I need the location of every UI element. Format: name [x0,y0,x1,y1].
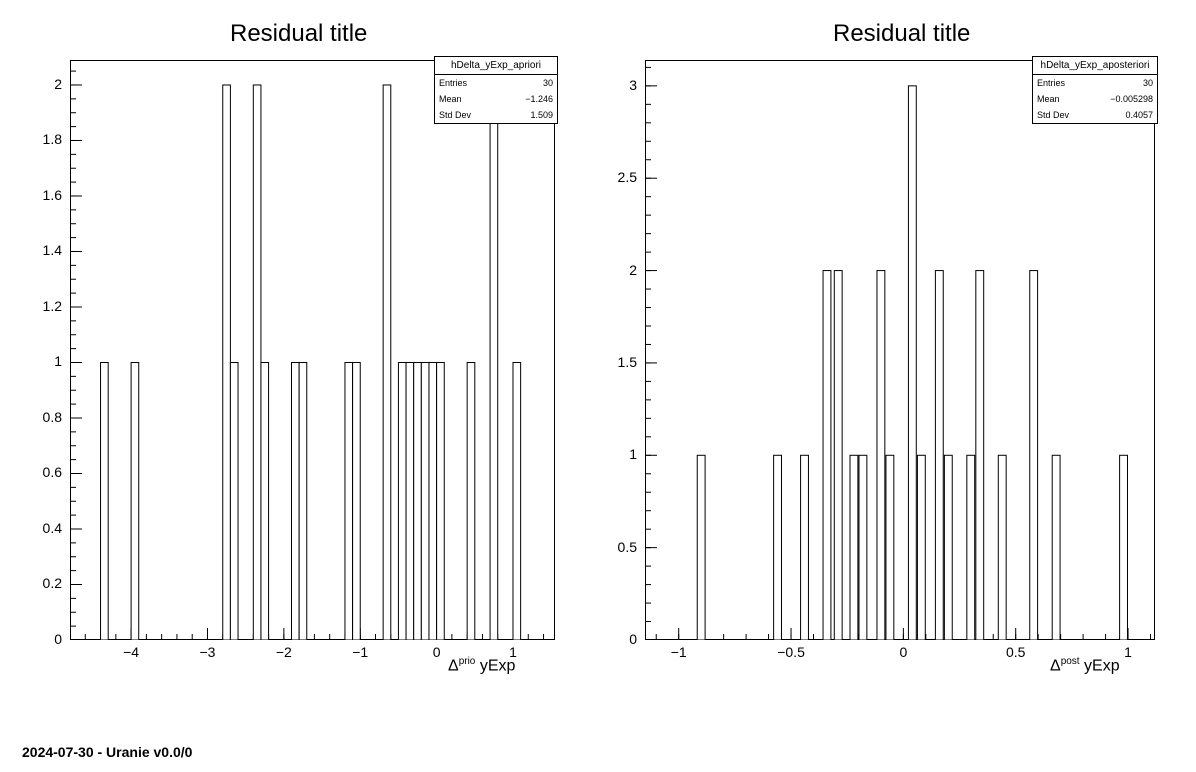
xtick-label: 1 [509,644,517,660]
right-xlabel-sup: post [1061,656,1080,667]
stat-label: Mean [1037,94,1060,104]
right-title: Residual title [833,20,970,48]
stat-row: Entries 30 [435,75,557,91]
ytick-label: 0 [629,631,637,647]
ytick-label: 0.4 [43,520,62,536]
ytick-label: 1.8 [43,131,62,147]
stat-value: 30 [543,78,553,88]
ytick-label: 0.2 [43,575,62,591]
stat-value: −0.005298 [1110,94,1153,104]
ytick-label: 0.8 [43,409,62,425]
ytick-label: 1.4 [43,242,62,258]
stat-value: −1.246 [525,94,553,104]
right-statbox: hDelta_yExp_aposteriori Entries 30 Mean … [1032,56,1158,124]
stat-label: Entries [1037,78,1065,88]
left-histogram [70,60,555,640]
ytick-label: 3 [629,77,637,93]
xtick-label: −2 [276,644,292,660]
stat-value: 0.4057 [1125,110,1153,120]
ytick-label: 1.5 [618,354,637,370]
ytick-label: 1 [629,446,637,462]
xtick-label: 1 [1124,644,1132,660]
stat-value: 30 [1143,78,1153,88]
xtick-label: 0 [899,644,907,660]
ytick-label: 0.6 [43,464,62,480]
right-histogram [645,60,1155,640]
stat-row: Mean −1.246 [435,91,557,107]
ytick-label: 1.2 [43,298,62,314]
stat-title: hDelta_yExp_apriori [435,57,557,75]
xtick-label: −0.5 [777,644,805,660]
stat-label: Mean [439,94,462,104]
footer-text: 2024-07-30 - Uranie v0.0/0 [22,744,192,760]
ytick-label: 0.5 [618,539,637,555]
stat-row: Std Dev 0.4057 [1033,107,1157,123]
left-xlabel: Δprio yExp [448,656,515,675]
xtick-label: 0.5 [1006,644,1025,660]
stat-row: Entries 30 [1033,75,1157,91]
xtick-label: −1 [352,644,368,660]
left-xlabel-sup: prio [459,656,476,667]
ytick-label: 0 [54,631,62,647]
left-title: Residual title [230,20,367,48]
canvas: Residual title Δprio yExp 0 0.2 0.4 0.6 0.8 1… [0,0,1196,772]
ytick-label: 2 [54,76,62,92]
xtick-label: −4 [123,644,139,660]
ytick-label: 1.6 [43,187,62,203]
xtick-label: −3 [199,644,215,660]
xtick-label: −1 [671,644,687,660]
stat-value: 1.509 [530,110,553,120]
ytick-label: 2 [629,262,637,278]
ytick-label: 2.5 [618,169,637,185]
left-statbox: hDelta_yExp_apriori Entries 30 Mean −1.2… [434,56,558,124]
stat-label: Entries [439,78,467,88]
stat-label: Std Dev [1037,110,1069,120]
right-xlabel: Δpost yExp [1050,656,1120,675]
xtick-label: 0 [433,644,441,660]
stat-title: hDelta_yExp_aposteriori [1033,57,1157,75]
stat-row: Std Dev 1.509 [435,107,557,123]
stat-row: Mean −0.005298 [1033,91,1157,107]
stat-label: Std Dev [439,110,471,120]
ytick-label: 1 [54,353,62,369]
